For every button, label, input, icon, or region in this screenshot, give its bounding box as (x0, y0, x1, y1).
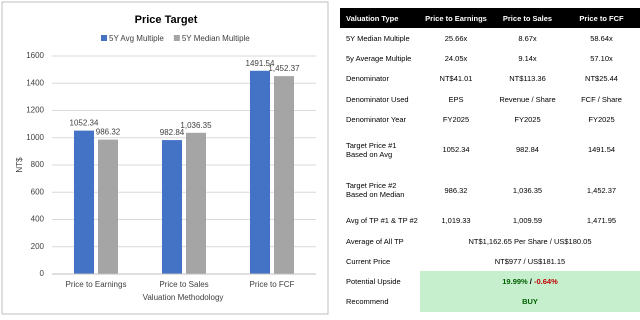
y-axis-title: NT$ (15, 157, 24, 173)
table-row: Denominator Year FY2025 FY2025 FY2025 (340, 109, 640, 129)
table-row: Target Price #1 Based on Avg 1052.34 982.8… (340, 130, 640, 171)
merged-cell: NT$1,162.65 Per Share / US$180.05 (468, 236, 592, 246)
value-cell: NT$113.36 (509, 74, 546, 84)
upside-part: -0.64% (533, 277, 558, 287)
value-cell: 8.67x (518, 33, 537, 43)
header-row: Valuation Type Price to Earnings Price to … (340, 8, 640, 29)
value-cell: FY2025 (442, 114, 470, 124)
header-cell: Price to Sales (492, 8, 563, 29)
x-tick-label: Price to Earnings (66, 280, 127, 289)
bar (274, 76, 294, 274)
value-cell: 24.05x (444, 54, 468, 64)
x-axis-title: Valuation Methodology (143, 293, 224, 302)
value-cell: 1,471.95 (586, 216, 617, 226)
table-row: 5Y Median Multiple 25.66x 8.67x 58.64x (340, 28, 640, 48)
value-cell: NT$41.01 (439, 74, 473, 84)
table-row: Current Price NT$977 / US$181.15 (340, 251, 640, 271)
legend-label: 5Y Median Multiple (182, 34, 250, 43)
merged-cell: NT$977 / US$181.15 (494, 256, 566, 266)
row-label: Denominator Used (346, 94, 409, 104)
bar (74, 130, 94, 274)
legend-swatch (173, 35, 180, 41)
row-label: Denominator (346, 74, 389, 84)
chart-title: Price Target (135, 14, 198, 26)
table-row: Average of All TP NT$1,162.65 Per Share /… (340, 231, 640, 251)
table-row: Denominator Used EPS Revenue / Share FCF / … (340, 89, 640, 109)
header-cell: Valuation Type (340, 8, 420, 29)
value-cell: Revenue / Share (499, 94, 556, 104)
legend-label: 5Y Avg Multiple (109, 34, 164, 43)
value-cell: 25.66x (444, 33, 468, 43)
value-cell: FCF / Share (581, 94, 622, 104)
upside-part: 19.99% (502, 277, 528, 287)
value-cell: EPS (448, 94, 464, 104)
y-tick-label: 600 (31, 187, 45, 196)
value-cell: 982.84 (516, 145, 539, 155)
table-row: 5y Average Multiple 24.05x 9.14x 57.10x (340, 49, 640, 69)
value-cell: NT$25.44 (585, 74, 618, 84)
value-cell: 9.14x (518, 54, 537, 64)
data-label: 1491.54 (246, 59, 275, 68)
row-label: Recommend (346, 297, 389, 307)
data-label: 986.32 (96, 128, 121, 137)
data-label: 982.84 (160, 128, 185, 137)
bar (186, 132, 206, 274)
value-cell: FY2025 (588, 114, 615, 124)
bar (250, 70, 270, 274)
table-row: Avg of TP #1 & TP #2 1,019.33 1,009.59 1,47… (340, 211, 640, 231)
row-label: Target Price #1 Based on Avg (346, 140, 397, 159)
table-row: Recommend BUY (340, 291, 640, 312)
x-tick-label: Price to Sales (159, 280, 208, 289)
chart: Price Target Valuation Methodology NT$ 0… (1, 1, 329, 315)
header-cell: Price to Earnings (420, 8, 492, 29)
table-row: Potential Upside 19.99% / -0.64% (340, 271, 640, 292)
row-label: Avg of TP #1 & TP #2 (346, 216, 418, 226)
table-row: Target Price #2 Based on Median 986.32 1,0… (340, 170, 640, 211)
row-label: Denominator Year (346, 114, 407, 124)
value-cell: 1052.34 (442, 145, 470, 155)
x-tick-label: Price to FCF (250, 280, 295, 289)
legend-swatch (101, 35, 107, 41)
y-tick-label: 0 (40, 269, 45, 278)
bar (162, 140, 182, 274)
header-cell: Price to FCF (563, 8, 640, 29)
value-cell: 57.10x (590, 54, 613, 64)
value-cell: FY2025 (514, 114, 541, 124)
data-label: 1052.34 (70, 119, 99, 128)
value-cell: 986.32 (444, 185, 468, 195)
value-cell: 1,009.59 (512, 216, 543, 226)
row-label: Target Price #2 Based on Median (346, 181, 405, 200)
merged-cell: 19.99% / -0.64% (420, 271, 640, 292)
value-cell: 1,036.35 (512, 185, 543, 195)
y-tick-label: 1600 (26, 51, 44, 60)
valuation-table: Valuation Type Price to Earnings Price to … (340, 8, 640, 312)
row-label: 5y Average Multiple (346, 54, 412, 64)
row-label: Average of All TP (346, 236, 404, 246)
table-row: Denominator NT$41.01 NT$113.36 NT$25.44 (340, 69, 640, 89)
row-label: Current Price (346, 256, 391, 266)
row-label: 5Y Median Multiple (346, 33, 410, 43)
y-tick-label: 1400 (26, 78, 44, 87)
value-cell: 1,452.37 (586, 185, 617, 195)
value-cell: 1491.54 (587, 145, 616, 155)
value-cell: 1,019.33 (441, 216, 471, 226)
data-label: 1,036.35 (180, 121, 212, 130)
upside-part: / (527, 277, 534, 287)
y-tick-label: 800 (31, 160, 45, 169)
data-label: 1,452.37 (268, 64, 300, 73)
row-label: Potential Upside (346, 277, 401, 287)
y-tick-label: 400 (31, 215, 45, 224)
bar (98, 139, 118, 274)
value-cell: 58.64x (590, 33, 613, 43)
y-tick-label: 200 (31, 242, 45, 251)
merged-cell: BUY (420, 291, 640, 312)
y-tick-label: 1200 (26, 106, 44, 115)
y-tick-label: 1000 (26, 133, 44, 142)
